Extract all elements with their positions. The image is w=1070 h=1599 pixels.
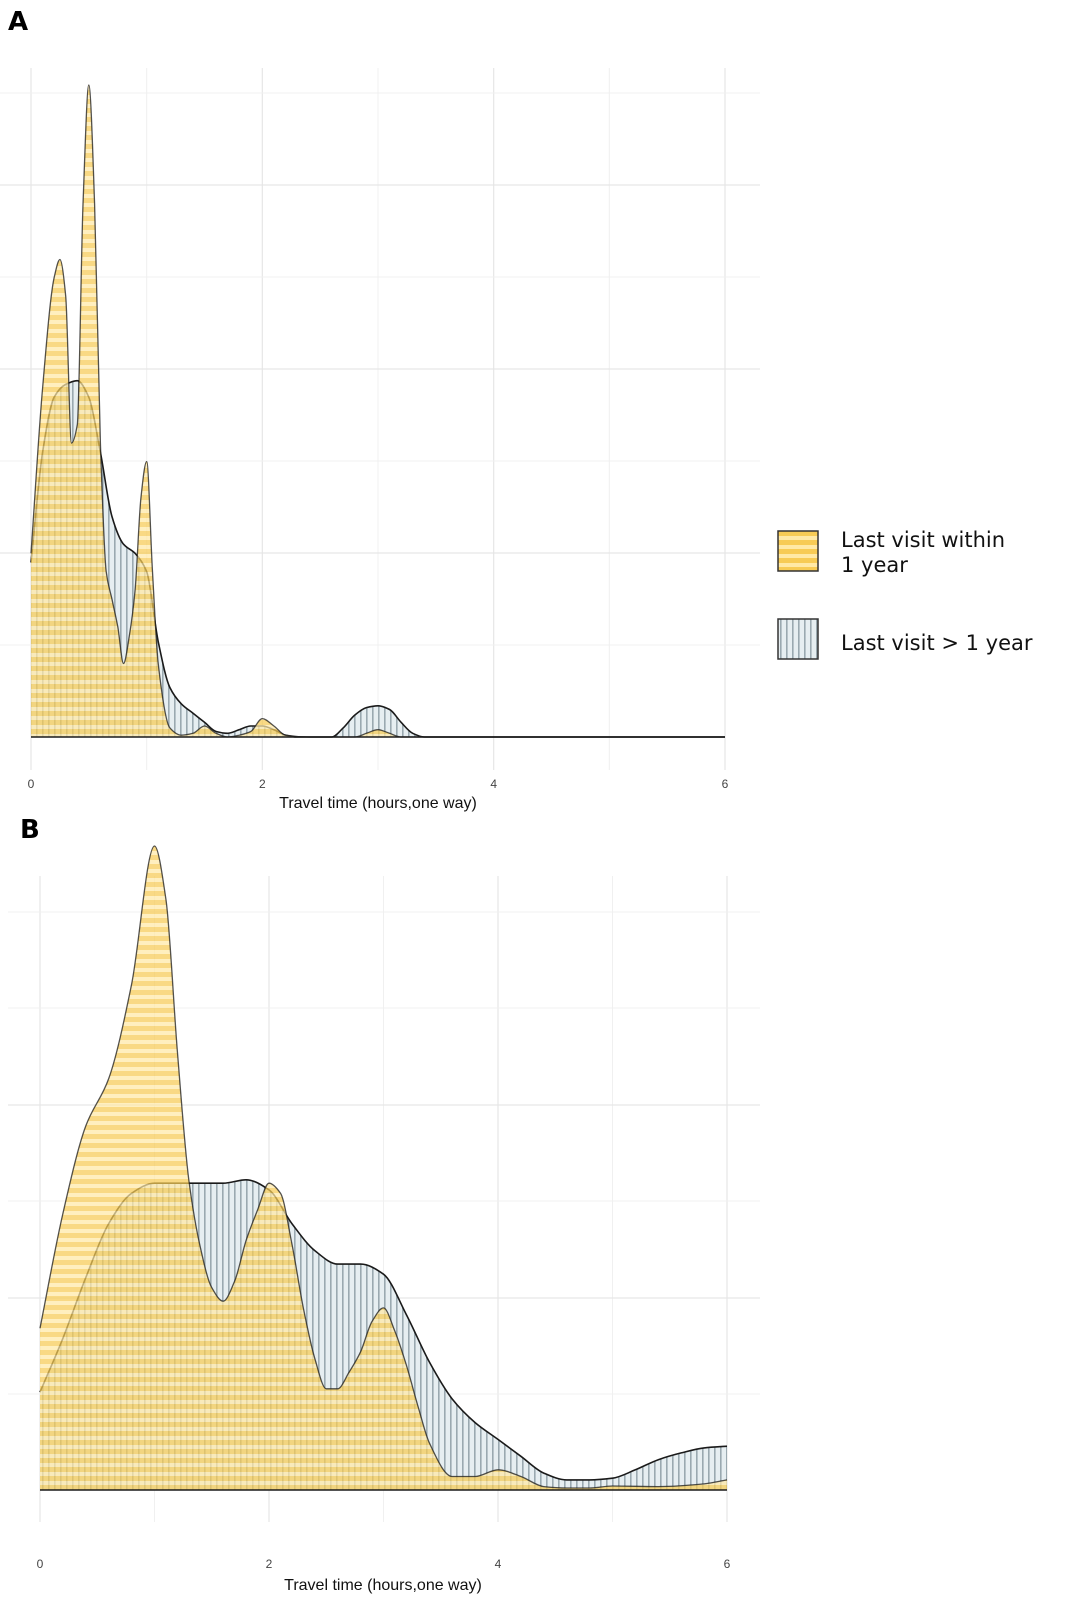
density-line-within-1-year [39,845,728,1489]
panel-a-x-ticks: 0 2 4 6 [28,777,729,791]
panel-a-series [30,84,725,738]
density-line-within-1-year [30,84,725,738]
x-tick-label: 4 [495,1557,502,1571]
x-tick-label: 2 [259,777,266,791]
density-line-over-1-year [30,379,725,738]
panel-a: A 0 2 4 6 Travel time (hours,one way) [0,7,760,812]
panel-b-x-axis-title: Travel time (hours,one way) [284,1577,482,1594]
panel-a-x-axis-title: Travel time (hours,one way) [279,795,477,812]
panel-a-letter: A [8,7,28,37]
x-tick-label: 0 [37,1557,44,1571]
legend-label-over: Last visit > 1 year [841,631,1033,655]
panel-b-x-ticks: 0 2 4 6 [37,1557,731,1571]
x-tick-label: 6 [724,1557,731,1571]
x-tick-label: 0 [28,777,35,791]
x-tick-label: 2 [266,1557,273,1571]
legend-label-within-line-2: 1 year [841,553,908,577]
panel-b-letter: B [20,815,40,845]
legend-label-within-line-1: Last visit within [841,528,1005,552]
legend-item-within: Last visit within 1 year [777,528,1012,577]
legend-swatch-within [777,530,819,572]
legend: Last visit within 1 year Last visit > 1 … [777,528,1033,660]
x-tick-label: 6 [722,777,729,791]
legend-swatch-over [777,618,819,660]
legend-label-within: Last visit within 1 year [841,528,1012,577]
panel-b-series [39,845,728,1491]
x-tick-label: 4 [490,777,497,791]
density-area-within-1-year [31,85,725,737]
panel-b: B 0 2 4 6 Travel time (hours,one way) [8,815,760,1594]
density-area-within-1-year [40,846,727,1490]
legend-item-over: Last visit > 1 year [777,618,1033,660]
